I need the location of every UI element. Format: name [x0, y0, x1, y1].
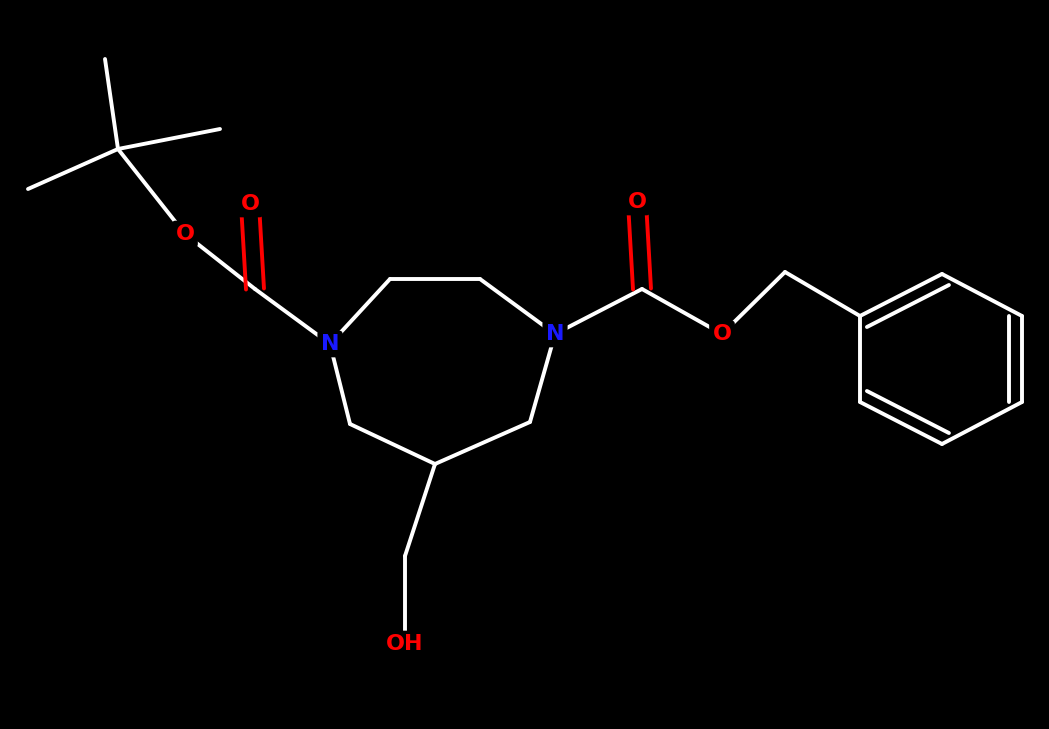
Text: O: O: [175, 224, 194, 244]
Text: O: O: [712, 324, 731, 344]
Text: N: N: [545, 324, 564, 344]
Text: O: O: [627, 192, 646, 212]
Text: OH: OH: [386, 634, 424, 654]
Text: N: N: [321, 334, 339, 354]
Text: O: O: [240, 194, 259, 214]
